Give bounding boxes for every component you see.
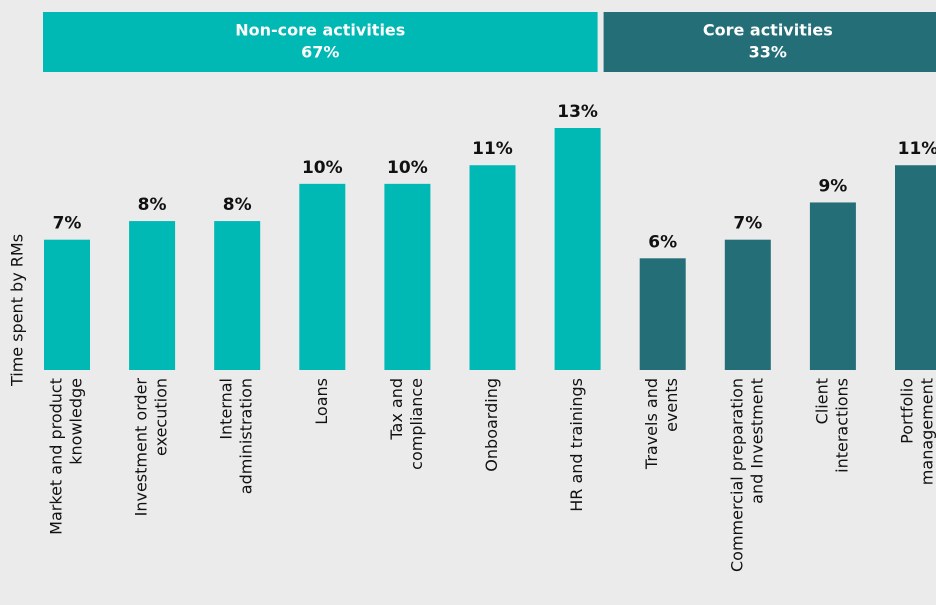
- x-tick-label: Portfolio: [898, 378, 917, 444]
- x-tick-label: Onboarding: [482, 378, 501, 472]
- x-tick-label: Investment order: [132, 378, 151, 517]
- x-tick-label: execution: [152, 378, 171, 456]
- bar: [895, 165, 936, 370]
- value-label: 6%: [648, 232, 677, 252]
- bar: [299, 183, 346, 370]
- group-name: Core activities: [703, 21, 833, 40]
- value-label: 11%: [898, 139, 936, 159]
- x-tick-label: knowledge: [67, 378, 86, 465]
- group-name: Non-core activities: [235, 21, 405, 40]
- x-tick-label: interactions: [832, 378, 851, 473]
- x-tick-label: Tax and: [387, 378, 406, 441]
- y-axis-label: Time spent by RMs: [8, 234, 27, 387]
- x-tick-label: Loans: [312, 378, 331, 425]
- x-tick-label: Client: [812, 378, 831, 424]
- group-banner: [43, 12, 598, 72]
- x-tick-label: events: [662, 378, 681, 432]
- value-label: 7%: [733, 214, 762, 234]
- value-label: 8%: [138, 195, 167, 215]
- x-tick-label: compliance: [407, 378, 426, 470]
- value-label: 11%: [472, 139, 513, 159]
- bar: [214, 221, 261, 370]
- value-label: 10%: [387, 158, 428, 178]
- x-tick-label: Travels and: [642, 378, 661, 470]
- value-label: 13%: [557, 102, 598, 122]
- group-total: 33%: [749, 43, 787, 62]
- bar: [639, 258, 686, 370]
- x-tick-label: Internal: [217, 378, 236, 440]
- bar: [384, 183, 431, 370]
- x-tick-label: management: [918, 378, 936, 485]
- value-label: 8%: [223, 195, 252, 215]
- x-tick-label: HR and trainings: [567, 378, 586, 512]
- bar: [129, 221, 176, 370]
- x-tick-label: and Investment: [747, 378, 766, 504]
- x-tick-label: Commercial preparation: [727, 378, 746, 572]
- bar: [44, 239, 90, 370]
- value-label: 7%: [53, 214, 82, 234]
- bar: [554, 128, 601, 370]
- value-label: 10%: [302, 158, 343, 178]
- bar: [809, 202, 856, 370]
- group-banner: [603, 12, 936, 72]
- bar: [724, 239, 771, 370]
- x-tick-label: administration: [237, 378, 256, 494]
- group-total: 67%: [301, 43, 339, 62]
- bar: [469, 165, 516, 370]
- x-tick-label: Market and product: [47, 378, 66, 535]
- value-label: 9%: [818, 176, 847, 196]
